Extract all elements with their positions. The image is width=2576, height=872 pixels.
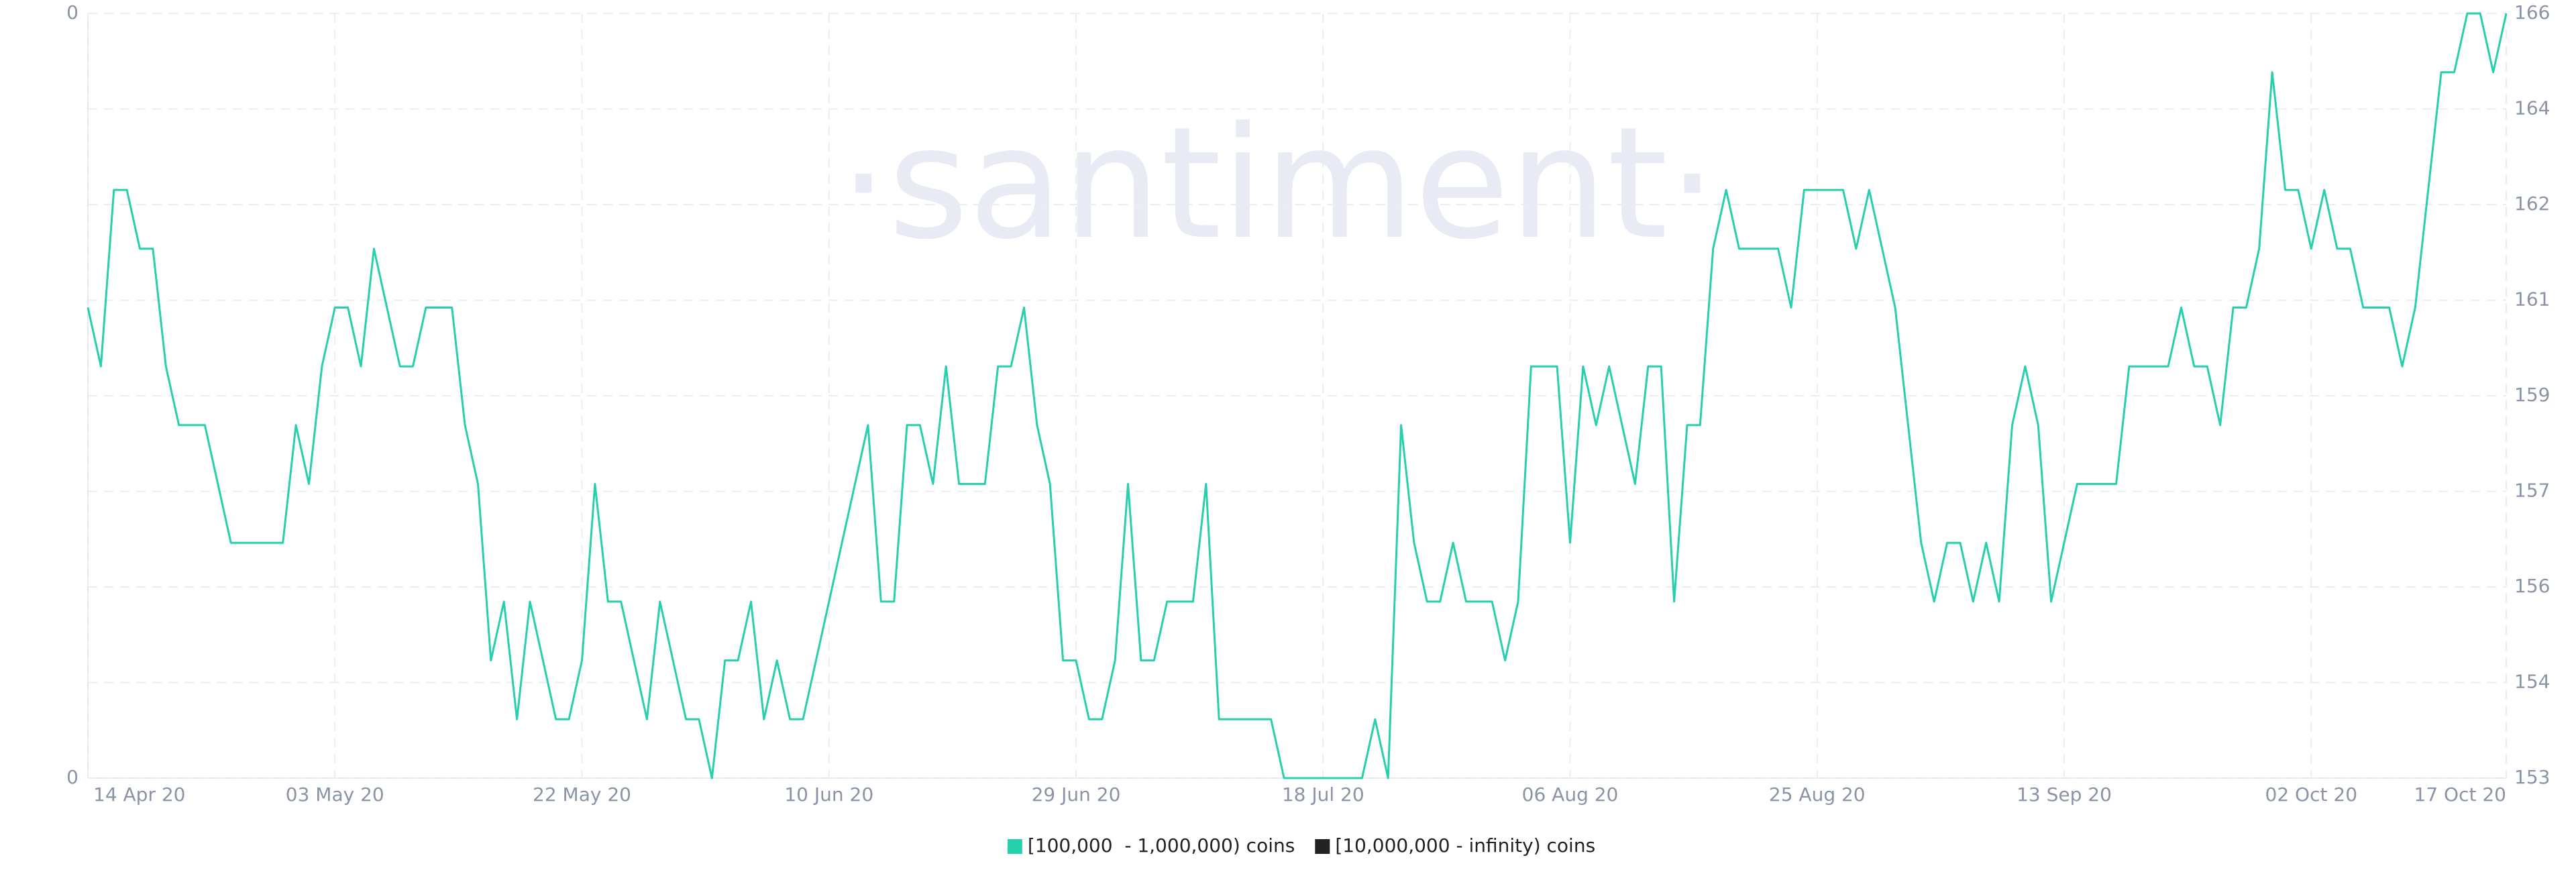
legend-swatch [1007,839,1022,854]
y-tick-label: 0 [66,1,78,23]
y2-tick-label: 159 [2514,384,2550,406]
x-tick-label: 25 Aug 20 [1769,783,1866,806]
x-tick-label: 22 May 20 [533,783,631,806]
y2-tick-label: 153 [2514,766,2550,788]
data-line [87,12,2508,779]
x-tick-label: 17 Oct 20 [2414,783,2506,806]
x-tick-label: 14 Apr 20 [93,783,186,806]
y2-tick-label: 166 [2514,1,2550,23]
y2-tick-label: 154 [2514,671,2550,693]
x-tick-label: 06 Aug 20 [1522,783,1619,806]
y2-tick-label: 161 [2514,288,2550,311]
y2-tick-label: 164 [2514,97,2550,119]
y2-tick-label: 156 [2514,575,2550,597]
legend-label: [100,000 - 1,000,000) coins [1028,834,1295,857]
x-tick-label: 03 May 20 [286,783,384,806]
legend-swatch [1315,839,1330,854]
legend-label: [10,000,000 - infinity) coins [1335,834,1595,857]
x-tick-label: 10 Jun 20 [784,783,873,806]
x-tick-label: 18 Jul 20 [1282,783,1364,806]
watermark: ·santiment· [839,95,1717,274]
x-tick-label: 29 Jun 20 [1032,783,1121,806]
x-tick-label: 02 Oct 20 [2265,783,2357,806]
y2-tick-label: 157 [2514,480,2550,502]
x-tick-label: 13 Sep 20 [2017,783,2112,806]
y-tick-label: 0 [66,766,78,788]
y2-tick-label: 162 [2514,193,2550,215]
